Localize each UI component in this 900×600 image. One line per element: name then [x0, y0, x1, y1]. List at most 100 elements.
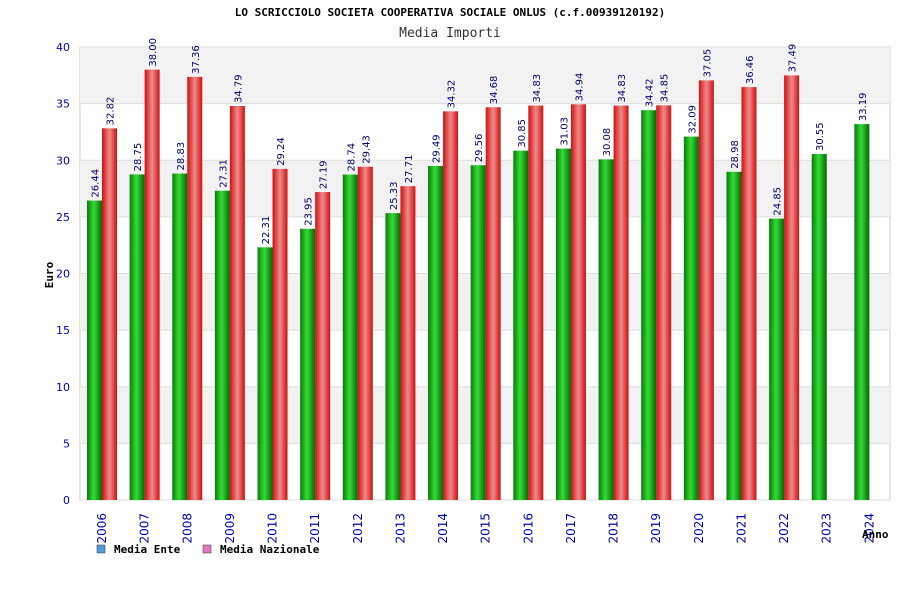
- bar-media-nazionale-2011: [315, 192, 331, 501]
- y-tick-label: 35: [56, 98, 70, 111]
- bar-media-nazionale-2018: [613, 105, 629, 501]
- data-label: 29.56: [474, 134, 485, 163]
- data-label: 27.31: [218, 159, 229, 188]
- bar-media-nazionale-2012: [357, 166, 373, 500]
- bar-media-ente-2007: [129, 174, 145, 500]
- data-label: 25.33: [389, 181, 400, 210]
- y-tick-label: 30: [56, 154, 70, 167]
- data-label: 30.55: [815, 122, 826, 151]
- data-label: 26.44: [91, 169, 102, 198]
- bar-media-ente-2023: [811, 154, 827, 501]
- data-label: 24.85: [773, 187, 784, 216]
- y-axis-label: Euro: [43, 261, 56, 288]
- data-label: 28.75: [133, 143, 144, 172]
- bars: [87, 69, 870, 501]
- data-label: 28.83: [176, 142, 187, 171]
- data-label: 37.49: [788, 44, 799, 73]
- bar-media-nazionale-2016: [528, 105, 544, 501]
- bar-media-nazionale-2013: [400, 186, 416, 500]
- bar-media-ente-2016: [513, 150, 529, 500]
- x-axis-ticks: 2006 2007 2008 2009 2010 2011 2012 2013 2014 2015…: [95, 513, 876, 544]
- data-label: 27.71: [404, 155, 415, 184]
- x-axis-label: Anno: [862, 528, 889, 541]
- bar-media-nazionale-2017: [570, 104, 586, 500]
- bar-media-nazionale-2015: [485, 107, 501, 501]
- data-label: 31.03: [559, 117, 570, 146]
- x-tick-label: 2010: [266, 513, 280, 544]
- data-label: 34.94: [574, 73, 585, 102]
- legend-label-media-nazionale: Media Nazionale: [220, 543, 320, 556]
- legend-swatch-media-ente: [96, 544, 106, 554]
- data-label: 37.05: [702, 49, 713, 78]
- chart-subtitle: Media Importi: [399, 26, 501, 41]
- value-labels: 26.44 32.82 28.75 38.00 28.83 37.36 27.31 34.79…: [91, 38, 869, 244]
- data-label: 29.49: [432, 134, 443, 163]
- y-tick-label: 25: [56, 211, 70, 224]
- data-label: 34.83: [532, 74, 543, 103]
- bar-media-nazionale-2010: [272, 168, 288, 500]
- data-label: 34.79: [233, 74, 244, 103]
- bar-media-nazionale-2008: [187, 76, 203, 500]
- y-tick-label: 40: [56, 41, 70, 54]
- data-label: 30.85: [517, 119, 528, 148]
- bar-media-ente-2021: [726, 171, 742, 500]
- data-label: 22.31: [261, 216, 272, 245]
- x-tick-label: 2021: [734, 513, 748, 544]
- data-label: 32.82: [106, 97, 117, 126]
- y-tick-label: 15: [56, 324, 70, 337]
- legend: Media Ente Media Nazionale: [96, 543, 320, 556]
- bar-media-nazionale-2019: [656, 105, 672, 500]
- bar-media-ente-2010: [257, 247, 273, 500]
- x-tick-label: 2006: [95, 513, 109, 544]
- legend-label-media-ente: Media Ente: [114, 543, 181, 556]
- data-label: 37.36: [191, 45, 202, 74]
- bar-media-ente-2006: [87, 200, 102, 500]
- x-tick-label: 2023: [820, 513, 834, 544]
- x-tick-label: 2013: [393, 513, 407, 544]
- data-label: 23.95: [304, 197, 315, 226]
- chart-title: LO SCRICCIOLO SOCIETA COOPERATIVA SOCIAL…: [235, 6, 665, 19]
- x-tick-label: 2020: [692, 513, 706, 544]
- x-tick-label: 2008: [180, 513, 194, 544]
- data-label: 28.98: [730, 140, 741, 169]
- x-tick-label: 2012: [351, 513, 365, 544]
- x-tick-label: 2011: [308, 513, 322, 544]
- data-label: 29.24: [276, 137, 287, 166]
- y-axis-ticks: 0 5 10 15 20 25 30 35 40: [56, 41, 70, 507]
- bar-media-nazionale-2009: [229, 106, 245, 501]
- data-label: 27.19: [319, 160, 330, 189]
- bar-media-ente-2024: [854, 124, 870, 500]
- bar-media-ente-2017: [555, 148, 571, 500]
- bar-media-ente-2011: [300, 228, 316, 501]
- x-tick-label: 2019: [649, 513, 663, 544]
- data-label: 32.09: [687, 105, 698, 134]
- bar-media-ente-2012: [342, 174, 358, 500]
- data-label: 34.85: [660, 74, 671, 103]
- y-tick-label: 0: [63, 494, 70, 507]
- bar-media-ente-2022: [769, 218, 785, 501]
- data-label: 34.83: [617, 74, 628, 103]
- bar-media-nazionale-2020: [698, 80, 714, 500]
- x-tick-label: 2022: [777, 513, 791, 544]
- bar-media-nazionale-2006: [102, 128, 117, 500]
- y-tick-label: 20: [56, 268, 70, 281]
- data-label: 34.42: [645, 79, 656, 108]
- data-label: 33.19: [858, 92, 869, 121]
- x-tick-label: 2018: [607, 513, 621, 544]
- legend-swatch-media-nazionale: [202, 544, 212, 554]
- data-label: 34.68: [489, 76, 500, 105]
- data-label: 29.43: [361, 135, 372, 164]
- bar-media-ente-2020: [683, 136, 699, 500]
- data-label: 28.74: [346, 143, 357, 172]
- bar-media-ente-2009: [214, 190, 230, 501]
- y-tick-label: 5: [63, 437, 70, 450]
- bar-media-ente-2008: [172, 173, 188, 500]
- x-tick-label: 2007: [138, 513, 152, 544]
- x-tick-label: 2017: [564, 513, 578, 544]
- bar-media-ente-2018: [598, 159, 614, 500]
- data-label: 34.32: [447, 80, 458, 109]
- x-tick-label: 2024: [862, 513, 876, 544]
- x-tick-label: 2015: [479, 513, 493, 544]
- x-tick-label: 2014: [436, 513, 450, 544]
